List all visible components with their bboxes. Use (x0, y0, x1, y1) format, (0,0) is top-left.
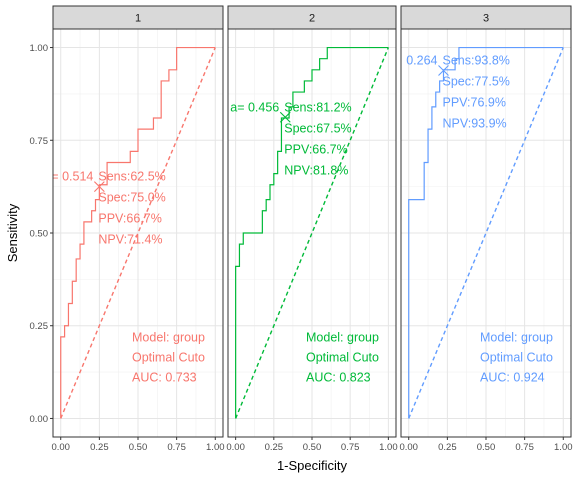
metric-label: PPV:66.7% (98, 212, 161, 226)
roc-curve (235, 46, 389, 419)
metric-label: NPV:71.4% (98, 233, 162, 247)
metric-label: Sens:93.8% (443, 54, 510, 68)
y-tick-label: 0.75 (30, 136, 49, 147)
panel-content: a= 0.456 Sens:81.2% Spec:67.5% PPV:66.7% NPV… (230, 46, 390, 419)
metric-label: PPV:76.9% (443, 96, 506, 110)
x-tick-label: 0.25 (90, 442, 109, 453)
chance-diagonal-line (60, 47, 216, 419)
x-tick-label: 0.75 (341, 442, 360, 453)
x-tick-label: 1.00 (554, 442, 573, 453)
facet-strip-label: 3 (483, 13, 489, 25)
model-annotation: Model: group (306, 330, 379, 344)
roc-curve (60, 46, 216, 419)
metric-label: Spec:75.0% (98, 191, 165, 205)
y-tick-label: 0.00 (30, 414, 49, 425)
x-tick-label: 0.00 (399, 442, 418, 453)
x-tick-label: 0.00 (226, 442, 245, 453)
facet-panel-2: 2 a= 0.456 Sens:81.2% Spec:67.5% PPV:66.7% NP… (226, 5, 398, 453)
y-tick-label: 0.50 (30, 229, 49, 240)
model-annotation: AUC: 0.733 (132, 370, 197, 384)
metric-label: NPV:93.9% (443, 117, 507, 131)
x-tick-label: 0.00 (51, 442, 70, 453)
chance-diagonal-line (234, 47, 390, 419)
panel-content: 0.264 Sens:93.8% Spec:77.5% PPV:76.9% NPV:93… (406, 46, 564, 419)
metric-label: Spec:67.5% (284, 121, 351, 135)
metric-label: Sens:81.2% (284, 100, 351, 114)
metric-label: Sens:62.5% (98, 170, 165, 184)
metric-label: PPV:66.7% (284, 142, 347, 156)
facet-panel-3: 3 0.264 Sens:93.8% Spec:77.5% PPV:76.9% NPV:9… (399, 5, 573, 453)
optimal-point-marker (93, 181, 105, 193)
panel-content: = 0.514 Sens:62.5% Spec:75.0% PPV:66.7% NPV:… (51, 46, 216, 419)
optimal-point-marker (279, 111, 291, 123)
y-tick-label: 1.00 (30, 43, 49, 54)
metric-label: Spec:77.5% (443, 75, 510, 89)
model-annotation: AUC: 0.924 (480, 370, 545, 384)
cutoff-value-label: a= 0.456 (230, 100, 279, 114)
chance-diagonal-line (408, 47, 564, 419)
x-tick-label: 0.75 (515, 442, 534, 453)
x-tick-label: 0.50 (303, 442, 322, 453)
facet-strip-label: 2 (309, 13, 315, 25)
y-axis-title: Sensitivity (5, 203, 20, 262)
facet-strip-label: 1 (135, 13, 141, 25)
x-tick-label: 0.75 (167, 442, 186, 453)
x-tick-label: 0.50 (129, 442, 148, 453)
cutoff-value-label: 0.264 (406, 54, 437, 68)
model-annotation: AUC: 0.823 (306, 370, 371, 384)
roc-curve (408, 46, 564, 419)
model-annotation: Optimal Cuto (480, 350, 553, 364)
y-tick-label: 0.25 (30, 321, 49, 332)
x-tick-label: 0.25 (438, 442, 457, 453)
metric-label: NPV:81.8% (284, 163, 348, 177)
x-tick-label: 0.25 (265, 442, 284, 453)
x-tick-label: 0.50 (477, 442, 496, 453)
cutoff-value-label: = 0.514 (51, 170, 93, 184)
x-axis-title: 1-Specificity (277, 458, 348, 473)
model-annotation: Model: group (132, 330, 205, 344)
facet-panel-1: 1 = 0.514 Sens:62.5% Spec:75.0% PPV:66.7% NPV… (51, 5, 225, 453)
optimal-point-marker (438, 65, 449, 76)
x-tick-label: 1.00 (206, 442, 225, 453)
model-annotation: Optimal Cuto (132, 350, 205, 364)
x-tick-label: 1.00 (379, 442, 398, 453)
model-annotation: Model: group (480, 330, 553, 344)
model-annotation: Optimal Cuto (306, 350, 379, 364)
